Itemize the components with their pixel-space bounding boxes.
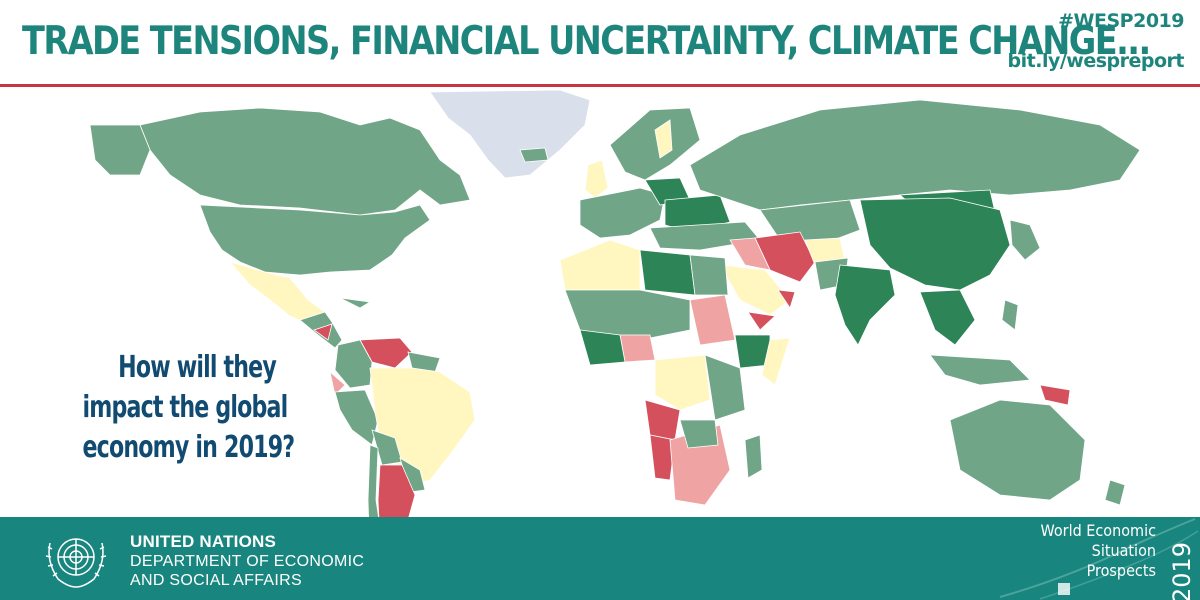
region-korea-japan [1009,219,1041,261]
region-nicaragua [313,323,333,341]
header-divider [0,84,1200,87]
region-nigeria [619,334,656,363]
region-alaska [89,124,151,176]
report-title-line: World Economic [1040,521,1156,540]
region-china [859,197,1011,291]
report-year: 2019 [1164,542,1196,600]
region-east-africa [704,354,746,421]
report-year-text: 2019 [1168,541,1196,600]
region-argentina [377,464,416,517]
region-india [834,264,896,346]
region-peru [334,389,379,446]
report-title-line: Prospects [1086,561,1156,580]
region-central-africa [654,354,711,411]
region-uk [584,159,609,199]
region-caribbean [339,297,372,309]
region-ecuador [329,370,346,396]
question-line: economy in 2019? [82,430,295,465]
region-somalia [761,337,791,386]
region-zambia-zimbabwe [679,419,719,449]
question-line: impact the global [82,390,288,425]
report-title-line: Situation [1091,541,1156,560]
un-emblem-icon [45,538,107,588]
region-namibia [649,434,676,481]
region-madagascar [744,434,763,479]
region-philippines [1001,299,1019,331]
region-oman [777,289,796,309]
region-saudi-arabia [719,264,791,316]
department-line-1: DEPARTMENT OF ECONOMIC [130,553,365,570]
region-indonesia [929,354,1031,386]
region-iceland [519,147,549,163]
question-line: How will they [118,350,277,385]
region-scandinavia [609,107,701,181]
footer-bar: UNITED NATIONS DEPARTMENT OF ECONOMIC AN… [0,517,1200,600]
region-papua-new-guinea [1039,384,1071,406]
region-canada [139,107,471,216]
region-colombia [334,339,373,389]
header: TRADE TENSIONS, FINANCIAL UNCERTAINTY, C… [0,0,1200,84]
region-western-europe [579,187,666,239]
region-west-africa [579,329,626,366]
report-link[interactable]: bit.ly/wespreport [1007,50,1185,72]
region-libya [639,249,696,296]
hashtag[interactable]: #WESP2019 [1058,10,1184,32]
swoosh-icon [999,518,1199,600]
region-usa [199,204,431,276]
un-name: UNITED NATIONS [130,532,277,551]
region-southeast-asia [919,289,976,346]
region-chile [367,444,379,517]
report-title: World Economic Situation Prospects [956,521,1156,581]
world-map [89,89,1141,517]
region-australia [949,399,1086,501]
region-egypt [689,254,729,296]
department-line-2: AND SOCIAL AFFAIRS [130,572,302,589]
region-sudan [689,294,736,346]
region-greenland [429,89,591,179]
question-callout: How will they impact the global economy … [40,348,295,468]
region-iraq-syria [729,237,771,271]
region-finland [654,119,673,159]
region-yemen [747,311,776,331]
region-russia [689,99,1141,211]
region-new-zealand [1104,479,1126,506]
headline: TRADE TENSIONS, FINANCIAL UNCERTAINTY, C… [22,19,1151,64]
report-mark-icon [1058,583,1070,595]
